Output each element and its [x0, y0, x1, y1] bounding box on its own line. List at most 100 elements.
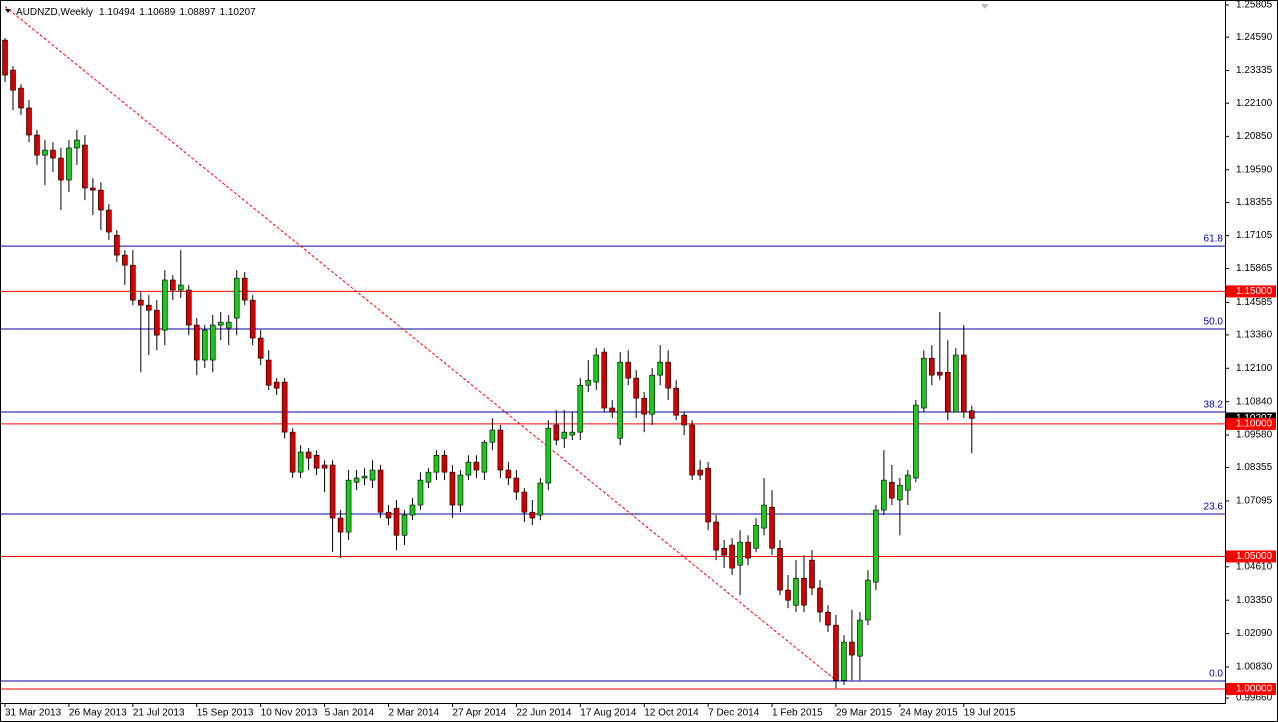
candle-body	[913, 404, 919, 479]
candle-body	[82, 144, 88, 189]
candle-body	[393, 507, 400, 536]
candle-body	[889, 481, 895, 499]
candle-body	[449, 471, 456, 506]
candle-body	[345, 479, 352, 533]
x-tick-label: 7 Dec 2014	[708, 708, 760, 719]
candle-body	[209, 324, 216, 361]
candle-body	[177, 284, 184, 291]
candle-body	[74, 139, 80, 149]
x-tick-label: 5 Jan 2014	[325, 708, 375, 719]
y-tick-label: 1.00830	[1236, 662, 1273, 673]
candle-body	[225, 321, 232, 329]
y-tick-label: 1.04610	[1236, 561, 1273, 572]
candle-body	[505, 469, 512, 479]
candle-body	[705, 467, 711, 523]
candle-body	[169, 279, 176, 291]
x-tick-label: 2 Mar 2014	[389, 708, 440, 719]
candle-body	[233, 277, 240, 319]
y-tick-label: 1.02090	[1236, 628, 1273, 639]
candle-body	[42, 149, 48, 156]
candle-body	[473, 461, 480, 471]
candle-body	[833, 624, 839, 681]
y-tick-label: 1.03350	[1236, 595, 1273, 606]
fib-label: 23.6	[1204, 502, 1224, 513]
candle-body	[729, 544, 735, 569]
candle-body	[769, 506, 775, 549]
fib-label: 50.0	[1204, 317, 1224, 328]
candle-body	[425, 471, 432, 483]
candle-body	[313, 454, 320, 469]
candle-body	[66, 147, 72, 181]
y-tick-label: 1.09580	[1236, 430, 1273, 441]
candle-body	[673, 387, 679, 416]
x-tick-label: 22 Jun 2014	[516, 708, 571, 719]
candle-body	[433, 454, 440, 473]
candle-body	[34, 134, 40, 156]
candle-body	[609, 407, 616, 413]
candle-body	[960, 354, 967, 413]
candle-body	[921, 357, 927, 409]
x-tick-label: 15 Sep 2013	[197, 708, 254, 719]
candle-body	[305, 451, 312, 459]
candle-body	[649, 374, 655, 415]
x-tick-label: 1 Feb 2015	[772, 708, 823, 719]
y-tick-label: 1.20850	[1236, 131, 1273, 142]
fib-label: 0.0	[1209, 669, 1223, 680]
candle-body	[281, 381, 288, 433]
x-tick-label: 19 Jul 2015	[964, 708, 1016, 719]
candle-body	[825, 611, 831, 626]
candle-body	[18, 87, 24, 109]
candle-body	[929, 357, 935, 376]
y-tick-label: 1.24590	[1236, 32, 1273, 43]
y-tick-label: 1.25805	[1236, 0, 1273, 11]
symbol: AUDNZD,Weekly	[16, 7, 93, 18]
candle-body	[865, 579, 871, 621]
candle-body	[881, 479, 887, 511]
candle-body	[98, 189, 104, 211]
y-tick-label: 1.07095	[1236, 496, 1273, 507]
candle-body	[753, 524, 759, 549]
candle-body	[777, 547, 783, 591]
level-label: 1.15000	[1236, 286, 1273, 297]
candle-body	[721, 547, 727, 556]
candle-body	[785, 589, 791, 601]
candle-body	[529, 511, 536, 519]
candle-body	[369, 469, 376, 481]
candle-body	[385, 511, 392, 519]
candle-body	[537, 482, 544, 516]
header-low: 1.08897	[179, 7, 216, 18]
candle-body	[58, 157, 64, 181]
candle-body	[114, 234, 120, 256]
candle-body	[353, 477, 360, 483]
candle-body	[154, 309, 160, 336]
candle-body	[122, 254, 128, 266]
fib-label: 61.8	[1204, 234, 1224, 245]
y-tick-label: 1.18355	[1236, 197, 1273, 208]
candle-body	[106, 209, 112, 233]
candle-body	[897, 484, 903, 501]
y-tick-label: 1.14585	[1236, 297, 1273, 308]
candle-body	[593, 354, 600, 383]
header-open: 1.10494	[99, 7, 136, 18]
candle-body	[745, 541, 751, 559]
candle-body	[513, 477, 520, 493]
y-tick-label: 1.15865	[1236, 263, 1273, 274]
candle-body	[90, 187, 96, 191]
candle-body	[953, 354, 959, 413]
candle-body	[441, 454, 448, 473]
candle-body	[793, 577, 799, 606]
candle-body	[193, 324, 200, 361]
candle-body	[329, 464, 336, 519]
y-tick-label: 1.10840	[1236, 396, 1273, 407]
candle-body	[545, 427, 552, 484]
candle-body	[633, 377, 640, 399]
candle-body	[873, 509, 879, 583]
candle-body	[521, 491, 528, 513]
y-tick-label: 1.08355	[1236, 462, 1273, 473]
candle-body	[257, 337, 264, 359]
candle-body	[841, 641, 847, 681]
candle-body	[713, 521, 719, 551]
